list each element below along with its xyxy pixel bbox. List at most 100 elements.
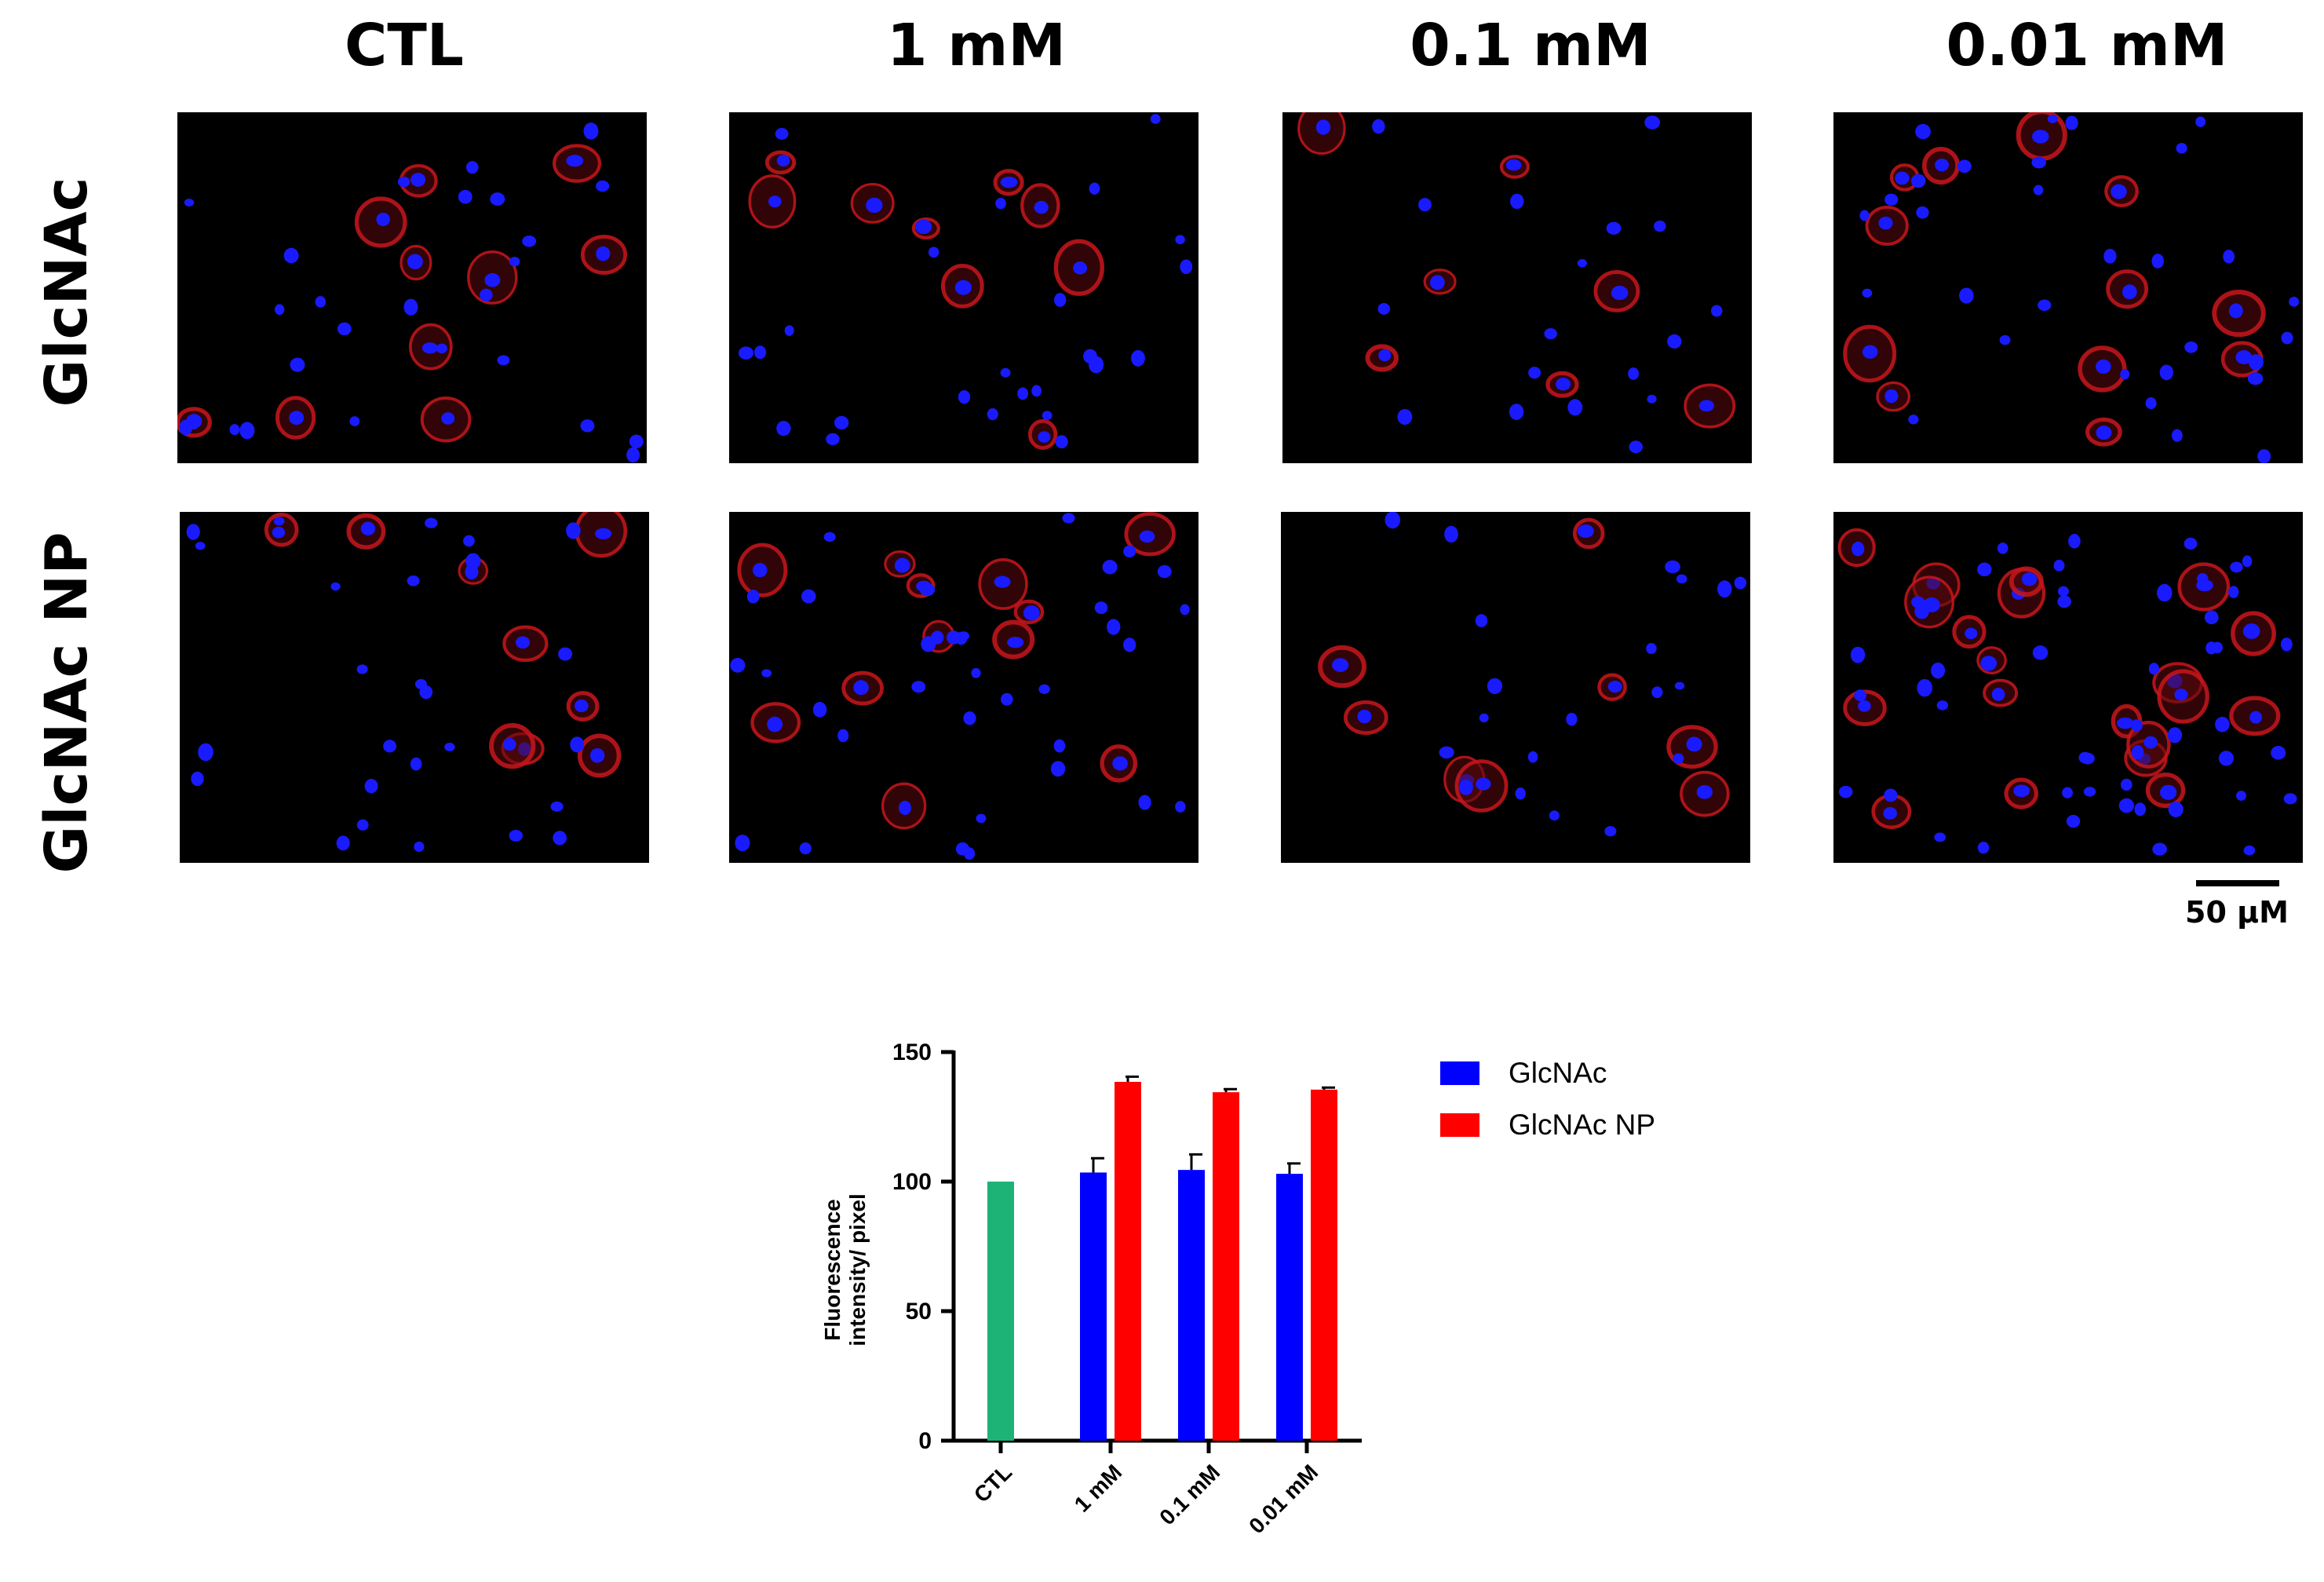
nucleus (1606, 221, 1622, 235)
stained-cell (993, 169, 1024, 196)
stained-cell (992, 619, 1035, 659)
y-tick-label: 0 (918, 1428, 932, 1454)
nucleus (356, 664, 368, 674)
nucleus (1838, 785, 1853, 798)
nucleus (1549, 810, 1560, 821)
nucleus (1475, 614, 1488, 627)
nucleus (735, 835, 750, 852)
stained-cell (1921, 146, 1960, 185)
micrograph-glcnac-0-1mm (1282, 112, 1752, 463)
nucleus (1439, 746, 1454, 759)
stained-cell (978, 558, 1028, 610)
stained-cell (575, 512, 628, 558)
nucleus (919, 583, 936, 597)
nucleus (1042, 411, 1053, 421)
nucleus (383, 740, 396, 753)
nucleus (1957, 159, 1972, 174)
nucleus (1377, 303, 1391, 315)
stained-cell (458, 557, 489, 585)
x-tick-label: 1 mM (1070, 1460, 1127, 1517)
row-header-glcnac-np: GlcNAc NP (33, 532, 100, 874)
stained-cell (2157, 669, 2209, 724)
nucleus (466, 161, 479, 174)
nucleus (2228, 586, 2239, 598)
nucleus (2176, 143, 2187, 154)
stained-cell (577, 733, 622, 778)
stained-cell (354, 196, 407, 248)
nucleus (229, 424, 240, 436)
stained-cell (2177, 562, 2231, 612)
stained-cell (1499, 155, 1530, 179)
nucleus (2197, 573, 2209, 585)
nucleus (738, 346, 753, 360)
bar-glcnac-np-3 (1311, 1089, 1337, 1441)
legend-swatch-glcnac (1440, 1061, 1479, 1085)
nucleus (596, 180, 610, 192)
nucleus (955, 631, 968, 645)
stained-cell (1545, 371, 1579, 398)
nucleus (1544, 327, 1557, 340)
stained-cell (275, 396, 316, 440)
bar-glcnac-2 (1178, 1170, 1205, 1441)
nucleus (337, 322, 352, 336)
nucleus (1654, 220, 1666, 232)
nucleus (1175, 801, 1186, 813)
micrograph-glcnac-np-0-01mm (1833, 512, 2303, 863)
nucleus (1917, 678, 1933, 697)
nucleus (2152, 842, 2167, 856)
nucleus (2033, 185, 2044, 195)
nucleus (746, 590, 760, 604)
nucleus (1487, 678, 1503, 695)
nucleus (2057, 595, 2071, 608)
nucleus (1646, 643, 1657, 654)
nucleus (958, 389, 971, 404)
stained-cell (2104, 175, 2139, 208)
nucleus (1107, 619, 1121, 635)
stained-cell (1876, 381, 1911, 412)
nucleus (2120, 778, 2132, 791)
stained-cell (1100, 744, 1138, 783)
stained-cell (1365, 344, 1399, 372)
nucleus (465, 553, 481, 570)
nucleus (1915, 123, 1931, 140)
y-tick-label: 100 (892, 1169, 932, 1195)
nucleus (971, 667, 981, 678)
nucleus (730, 657, 746, 673)
nucleus (2184, 537, 2198, 550)
nucleus (1734, 576, 1747, 590)
nucleus (2103, 248, 2117, 264)
nucleus (315, 296, 327, 308)
nucleus (929, 247, 939, 258)
nucleus (1053, 293, 1067, 307)
nucleus (775, 128, 789, 140)
nucleus (553, 831, 567, 846)
nucleus (1850, 646, 1866, 663)
nucleus (509, 256, 520, 267)
nucleus (2168, 802, 2184, 817)
nucleus (1175, 235, 1185, 245)
nucleus (955, 842, 970, 856)
nucleus (290, 357, 305, 372)
micrograph-glcnac-0-01mm (1833, 112, 2303, 463)
stained-cell (1865, 205, 1909, 247)
stained-cell (2212, 289, 2266, 338)
stained-cell (1027, 418, 1058, 450)
nucleus (191, 771, 204, 787)
nucleus (1397, 408, 1413, 426)
nucleus (198, 743, 213, 762)
nucleus (1458, 780, 1473, 795)
stained-cell (399, 244, 432, 281)
stained-cell (1053, 239, 1104, 296)
stained-cell (408, 323, 453, 371)
stained-cell (553, 144, 602, 183)
nucleus (2204, 610, 2219, 625)
nucleus (1665, 560, 1680, 574)
nucleus (629, 434, 644, 449)
nucleus (1604, 826, 1617, 837)
nucleus (1676, 574, 1687, 584)
stained-cell (1680, 770, 1730, 817)
bar-chart: 0 50 100 150 Fluorescenceintensity/ pixel CTL… (820, 1039, 1362, 1538)
nucleus (1180, 604, 1190, 616)
nucleus (1908, 415, 1919, 425)
stained-cell (1983, 678, 2019, 707)
